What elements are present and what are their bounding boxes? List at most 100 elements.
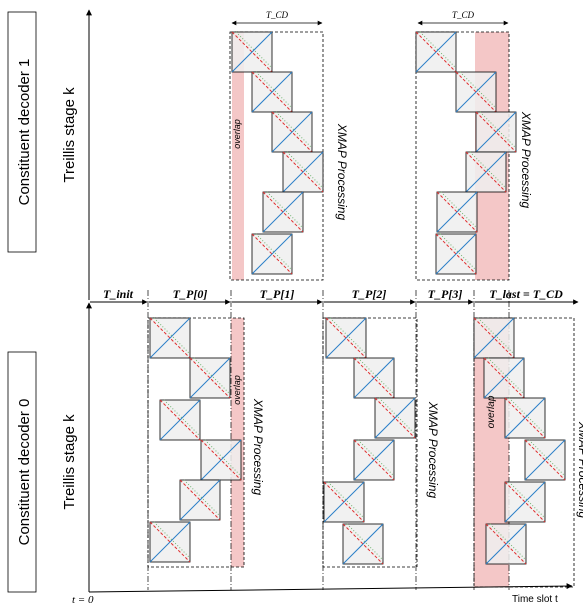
forward-recursion-line <box>149 317 191 359</box>
backward-recursion-line <box>251 71 293 113</box>
trellis-block <box>473 317 515 359</box>
forward-recursion-line <box>189 357 231 399</box>
overlap-label-bottom-1: overlap <box>232 375 242 405</box>
backward-recursion-line <box>325 317 367 359</box>
backward-recursion-line <box>455 71 497 113</box>
forward-recursion-line <box>455 71 497 113</box>
forward-recursion-line <box>342 523 384 565</box>
forward-recursion-line <box>436 191 478 233</box>
backward-recursion-line <box>473 317 515 359</box>
trellis-block <box>262 191 304 233</box>
trellis-block <box>455 71 497 113</box>
llr-dotted-line <box>193 357 231 395</box>
backward-recursion-line <box>262 191 304 233</box>
tcd-label-2: T_CD <box>452 10 475 20</box>
trellis-block <box>149 317 191 359</box>
llr-dotted-line <box>275 111 313 149</box>
llr-dotted-line <box>204 439 242 477</box>
trellis-block <box>179 479 221 521</box>
llr-dotted-line <box>329 317 367 355</box>
forward-recursion-line <box>159 399 201 441</box>
backward-recursion-line <box>353 357 395 399</box>
forward-recursion-line <box>149 521 191 563</box>
frame-bottom-1 <box>147 317 245 568</box>
tcd-label-1: T_CD <box>266 10 289 20</box>
trellis-block <box>485 523 527 565</box>
period-label-last: T_last = T_CD <box>489 287 563 301</box>
top-axis-label: Treillis stage k <box>61 87 78 183</box>
backward-recursion-line <box>485 523 527 565</box>
trellis-block <box>231 31 273 73</box>
backward-recursion-line <box>524 439 566 481</box>
trellis-block <box>504 397 546 439</box>
time-axis-label: Time slot t <box>512 594 558 605</box>
forward-recursion-line <box>179 479 221 521</box>
frame-bottom-3 <box>473 317 575 588</box>
period-label-init: T_init <box>103 287 134 301</box>
decoder-1-box: Constituent decoder 1 <box>7 11 37 253</box>
forward-recursion-line <box>504 481 546 523</box>
axes <box>86 9 573 593</box>
trellis-block <box>524 439 566 481</box>
llr-dotted-line <box>378 397 416 435</box>
forward-recursion-line <box>251 233 293 275</box>
backward-recursion-line <box>353 439 395 481</box>
period-label-tp0: T_P[0] <box>173 287 208 301</box>
forward-recursion-line <box>435 233 477 275</box>
period-label-tp2: T_P[2] <box>352 287 387 301</box>
backward-recursion-line <box>342 523 384 565</box>
decoder-1-box-frame <box>7 11 37 253</box>
forward-recursion-line <box>282 151 324 193</box>
backward-recursion-line <box>415 31 457 73</box>
backward-recursion-line <box>483 357 525 399</box>
forward-recursion-line <box>200 439 242 481</box>
trellis-block <box>149 521 191 563</box>
decoder-1-name: Constituent decoder 1 <box>16 59 33 206</box>
trellis-block <box>435 233 477 275</box>
xmap-label-bottom-3: XMAP Processing <box>576 421 583 519</box>
decoder-0-name: Constituent decoder 0 <box>16 399 33 546</box>
xmap-label-top-1: XMAP Processing <box>335 123 349 221</box>
llr-dotted-line <box>235 31 273 69</box>
backward-recursion-line <box>179 479 221 521</box>
trellis-block <box>323 481 365 523</box>
backward-recursion-line <box>282 151 324 193</box>
overlap-region-top-1 <box>232 32 244 280</box>
decoder-0-box: Constituent decoder 0 <box>7 351 37 593</box>
backward-recursion-line <box>436 191 478 233</box>
forward-recursion-line <box>415 31 457 73</box>
backward-recursion-line <box>251 233 293 275</box>
llr-dotted-line <box>439 233 477 271</box>
xmap-label-bottom-1: XMAP Processing <box>251 398 265 496</box>
trellis-block <box>282 151 324 193</box>
forward-recursion-line <box>262 191 304 233</box>
llr-dotted-line <box>487 357 525 395</box>
forward-recursion-line <box>325 317 367 359</box>
time-axis-line <box>88 583 573 593</box>
frame-bottom-2 <box>322 317 418 568</box>
llr-dotted-line <box>183 479 221 517</box>
period-label-tp1: T_P[1] <box>260 287 295 301</box>
forward-recursion-line <box>483 357 525 399</box>
llr-dotted-line <box>357 439 395 477</box>
frame-top-2 <box>415 31 510 281</box>
backward-recursion-line <box>465 151 507 193</box>
llr-dotted-line <box>459 71 497 109</box>
llr-dotted-line <box>327 481 365 519</box>
time-origin-label: t = 0 <box>72 594 94 605</box>
backward-recursion-line <box>200 439 242 481</box>
llr-dotted-line <box>153 521 191 559</box>
trellis-block <box>465 151 507 193</box>
period-labels: T_init T_P[0] T_P[1] T_P[2] T_P[3] T_las… <box>103 287 563 301</box>
forward-recursion-line <box>465 151 507 193</box>
trellis-block <box>342 523 384 565</box>
trellis-block <box>415 31 457 73</box>
llr-dotted-line <box>346 523 384 561</box>
backward-recursion-line <box>435 233 477 275</box>
llr-dotted-line <box>286 151 324 189</box>
trellis-blocks <box>149 31 566 565</box>
forward-recursion-line <box>251 71 293 113</box>
llr-dotted-line <box>479 111 517 149</box>
bottom-axis-label: Treillis stage k <box>61 414 78 510</box>
